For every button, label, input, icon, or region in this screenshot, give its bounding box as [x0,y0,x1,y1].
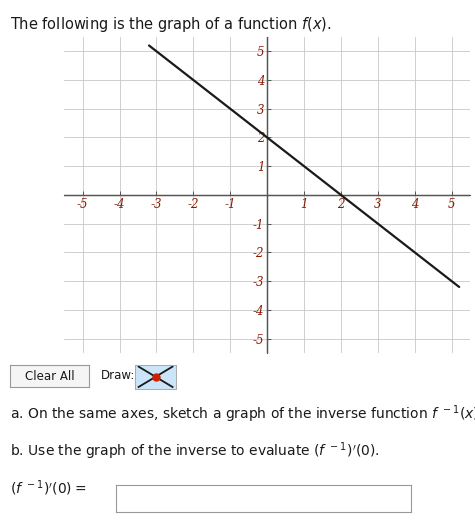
Text: Clear All: Clear All [25,370,75,383]
Text: b. Use the graph of the inverse to evaluate $(f^{\ -1})^{\prime}(0)$.: b. Use the graph of the inverse to evalu… [10,440,380,462]
Text: The following is the graph of a function $f(x)$.: The following is the graph of a function… [10,15,332,34]
Text: a. On the same axes, sketch a graph of the inverse function $f^{\ -1}(x)$.: a. On the same axes, sketch a graph of t… [10,403,475,425]
Text: Draw:: Draw: [101,369,135,382]
Text: $(f^{\ -1})^{\prime}(0) =$: $(f^{\ -1})^{\prime}(0) =$ [10,479,86,498]
